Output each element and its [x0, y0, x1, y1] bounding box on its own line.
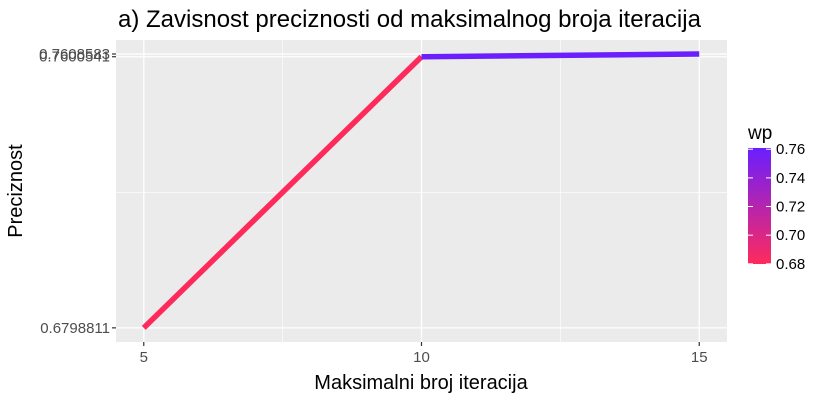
legend-label: 0.70: [776, 227, 805, 244]
legend-title: wp: [747, 123, 772, 144]
legend-label: 0.74: [776, 170, 805, 187]
x-axis: 5 10 15: [140, 342, 708, 366]
x-tick-label: 15: [691, 349, 708, 366]
legend-colorbar: [748, 148, 771, 264]
y-axis-title: Preciznost: [5, 144, 27, 238]
legend-ticks: 0.76 0.74 0.72 0.70 0.68: [748, 141, 805, 273]
x-axis-title: Maksimalni broj iteracija: [314, 372, 528, 394]
legend-label: 0.72: [776, 199, 805, 216]
data-line: [141, 51, 700, 330]
line-segment: [141, 54, 424, 330]
color-legend: wp 0.76 0.74 0.72 0.70 0.68: [747, 123, 805, 273]
line-segment: [421, 51, 700, 60]
y-tick-label: 0.7608583: [39, 46, 110, 63]
legend-label: 0.68: [776, 256, 805, 273]
legend-label: 0.76: [776, 141, 805, 158]
x-tick-label: 10: [413, 349, 430, 366]
y-tick-label: 0.6798811: [40, 320, 110, 337]
x-tick-label: 5: [140, 349, 148, 366]
chart-title: a) Zavisnost preciznosti od maksimalnog …: [118, 6, 702, 33]
y-tick-label: 0.7600541: [39, 49, 110, 66]
